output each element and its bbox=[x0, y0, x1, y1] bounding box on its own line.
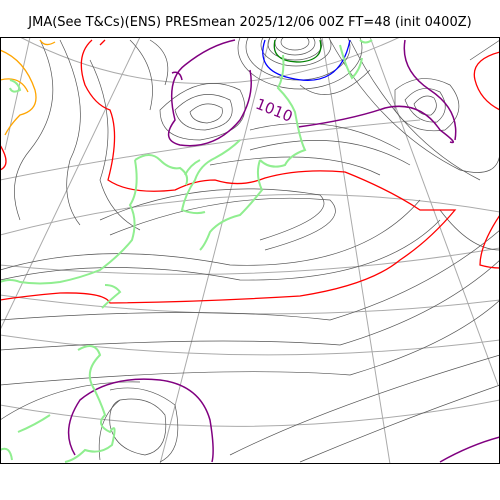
isobar-1016 bbox=[0, 39, 56, 136]
map-frame bbox=[0, 37, 500, 464]
isobar-1008 bbox=[67, 39, 500, 463]
graticule bbox=[0, 37, 500, 464]
low-center-rings bbox=[237, 37, 363, 90]
coastlines bbox=[0, 39, 373, 463]
isobars-thin bbox=[0, 39, 500, 463]
map-title: JMA(See T&Cs)(ENS) PRESmean 2025/12/06 0… bbox=[28, 15, 472, 30]
isobar-1012 bbox=[0, 39, 500, 304]
isobar-1000 bbox=[262, 39, 351, 81]
isobar-1004 bbox=[273, 39, 322, 63]
pressure-map: 1010 bbox=[0, 37, 500, 464]
